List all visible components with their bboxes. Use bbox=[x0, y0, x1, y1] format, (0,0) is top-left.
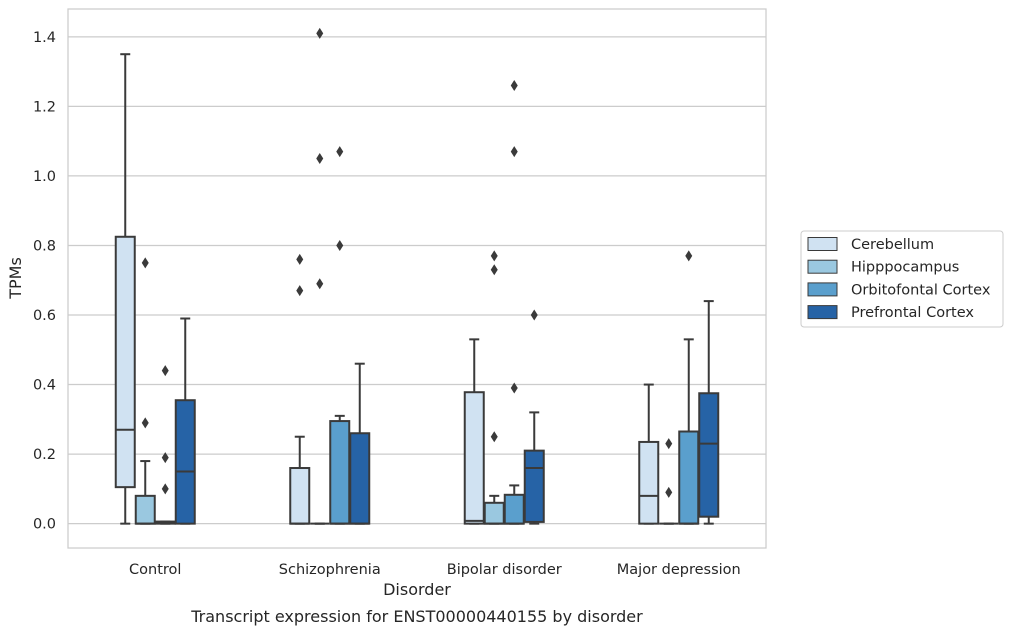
outlier-point bbox=[141, 257, 149, 269]
legend-swatch bbox=[807, 259, 838, 274]
box bbox=[463, 391, 485, 525]
box bbox=[698, 392, 720, 518]
x-axis-label: Disorder bbox=[383, 580, 451, 599]
box-group bbox=[349, 362, 371, 525]
outlier-point bbox=[316, 27, 324, 39]
y-tick-label: 0.8 bbox=[33, 238, 56, 254]
box bbox=[678, 430, 700, 525]
y-tick-labels: 0.0 0.2 0.4 0.6 0.8 1.0 1.2 1.4 bbox=[33, 30, 56, 533]
outlier-point bbox=[510, 382, 518, 394]
outlier-point bbox=[161, 452, 169, 464]
x-tick-label: Control bbox=[129, 562, 181, 578]
outlier-point bbox=[296, 285, 304, 297]
legend-frame bbox=[800, 230, 1004, 328]
y-tick-label: 0.0 bbox=[33, 517, 56, 533]
x-tick-label: Major depression bbox=[617, 562, 741, 578]
x-tick-labels: Control Schizophrenia Bipolar disorder Majo… bbox=[129, 562, 741, 578]
box bbox=[349, 432, 371, 525]
y-tick-label: 1.4 bbox=[33, 30, 56, 46]
y-tick-label: 1.0 bbox=[33, 169, 56, 185]
outlier-point bbox=[530, 309, 538, 321]
legend-swatch bbox=[807, 237, 838, 251]
box bbox=[523, 449, 545, 523]
box-group bbox=[463, 338, 485, 525]
legend-label: Hipppocampus bbox=[851, 260, 959, 276]
box-group bbox=[310, 27, 330, 525]
y-tick-label: 0.4 bbox=[33, 378, 56, 394]
y-tick-label: 1.2 bbox=[33, 99, 56, 115]
box-group bbox=[698, 300, 720, 525]
box-group bbox=[154, 365, 176, 525]
box-group bbox=[638, 383, 660, 525]
box bbox=[114, 235, 136, 489]
outlier-point bbox=[296, 253, 304, 265]
legend-label: Prefrontal Cortex bbox=[851, 305, 974, 321]
box bbox=[638, 440, 660, 525]
y-axis-label: TPMs bbox=[6, 257, 25, 300]
plot-area bbox=[68, 9, 766, 548]
box bbox=[503, 493, 525, 525]
box-group bbox=[678, 250, 700, 525]
outlier-point bbox=[336, 239, 344, 251]
box bbox=[174, 399, 196, 525]
outlier-point bbox=[141, 417, 149, 429]
y-tick-label: 0.2 bbox=[33, 447, 56, 463]
outlier-point bbox=[336, 146, 344, 158]
outlier-point bbox=[161, 365, 169, 377]
outlier-point bbox=[161, 483, 169, 495]
box bbox=[483, 501, 505, 525]
legend-swatch bbox=[807, 282, 838, 297]
outlier-point bbox=[490, 250, 498, 262]
outlier-point bbox=[510, 146, 518, 158]
outlier-point bbox=[490, 431, 498, 443]
box-group bbox=[114, 53, 136, 525]
outlier-point bbox=[490, 264, 498, 276]
outlier-point bbox=[510, 80, 518, 92]
box-layer bbox=[114, 27, 720, 525]
outlier-point bbox=[316, 153, 324, 165]
box bbox=[134, 494, 156, 525]
box bbox=[289, 467, 311, 525]
box-group bbox=[289, 253, 311, 525]
legend-label: Orbitofontal Cortex bbox=[851, 282, 991, 298]
legend-swatch bbox=[807, 305, 838, 320]
legend-label: Cerebellum bbox=[851, 237, 934, 253]
box-group bbox=[174, 317, 196, 525]
plot-frame bbox=[67, 8, 767, 549]
box-group bbox=[523, 309, 545, 525]
box bbox=[329, 420, 351, 525]
outlier-point bbox=[665, 486, 673, 498]
box-group bbox=[659, 438, 679, 525]
outlier-point bbox=[665, 438, 673, 450]
x-tick-label: Schizophrenia bbox=[279, 562, 381, 578]
y-tick-label: 0.6 bbox=[33, 308, 56, 324]
outlier-point bbox=[316, 278, 324, 290]
outlier-point bbox=[685, 250, 693, 262]
x-tick-label: Bipolar disorder bbox=[447, 562, 562, 578]
box-group bbox=[503, 80, 525, 525]
figure-caption: Transcript expression for ENST0000044015… bbox=[190, 607, 643, 626]
legend: Cerebellum Hipppocampus Orbitofontal Corte… bbox=[800, 230, 1004, 328]
box-group bbox=[134, 257, 156, 525]
